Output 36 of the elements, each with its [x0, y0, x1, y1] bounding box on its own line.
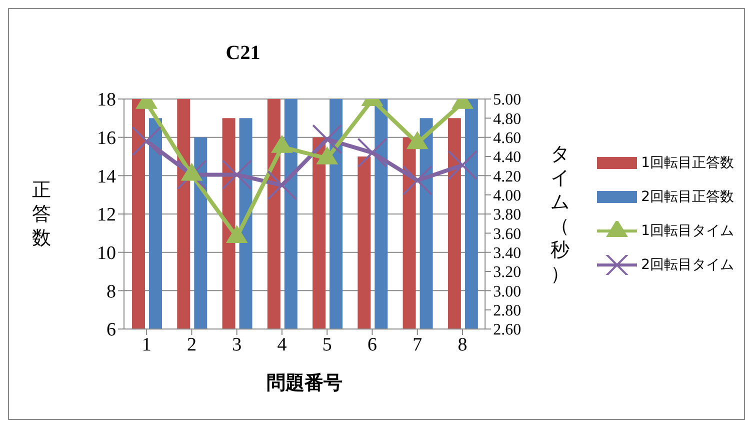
x-tick-label: 4 — [277, 334, 288, 356]
legend-label: 2回転目タイム — [641, 256, 734, 274]
x-tick-label: 1 — [142, 334, 152, 356]
x-tick-label: 7 — [412, 334, 422, 356]
y2-tick-label: 3.60 — [493, 226, 522, 243]
y2-tick-label: 2.80 — [493, 302, 522, 320]
y2-tick-label: 5.00 — [493, 92, 522, 109]
y-tick-label: 8 — [106, 281, 116, 302]
y2-tick-label: 4.20 — [493, 168, 522, 186]
y-axis-title: 正答数 — [32, 180, 51, 249]
y2-tick-label: 3.40 — [493, 245, 522, 262]
legend-label: 1回転目タイム — [641, 222, 734, 240]
y2-tick-label: 4.80 — [493, 110, 522, 128]
chart-title: C21 — [224, 42, 262, 65]
y2-axis-title: タイム（秒） — [550, 144, 570, 285]
y2-tick-label: 3.20 — [493, 264, 522, 282]
x-axis-title: 問題番号 — [266, 372, 343, 394]
y-tick-label: 18 — [97, 90, 116, 111]
y2-tick-label: 4.40 — [493, 149, 522, 166]
x-tick-label: 3 — [232, 334, 242, 356]
x-tick-label: 8 — [458, 334, 468, 356]
x-tick-label: 2 — [186, 334, 196, 356]
y2-tick-label: 4.60 — [493, 130, 522, 148]
y2-tick-label: 2.60 — [493, 322, 522, 339]
y-tick-label: 10 — [97, 243, 116, 264]
y2-tick-label: 4.00 — [493, 188, 522, 205]
legend-label: 1回転目正答数 — [641, 154, 734, 172]
x-tick-label: 5 — [322, 334, 332, 356]
legend-label: 2回転目正答数 — [641, 188, 734, 206]
y-tick-label: 12 — [97, 204, 116, 226]
y-tick-label: 14 — [97, 166, 116, 188]
y-tick-label: 6 — [106, 320, 116, 341]
x-tick-label: 6 — [367, 334, 377, 356]
y-tick-label: 16 — [97, 128, 116, 150]
y2-tick-label: 3.80 — [493, 206, 522, 224]
y2-tick-label: 3.00 — [493, 283, 522, 300]
